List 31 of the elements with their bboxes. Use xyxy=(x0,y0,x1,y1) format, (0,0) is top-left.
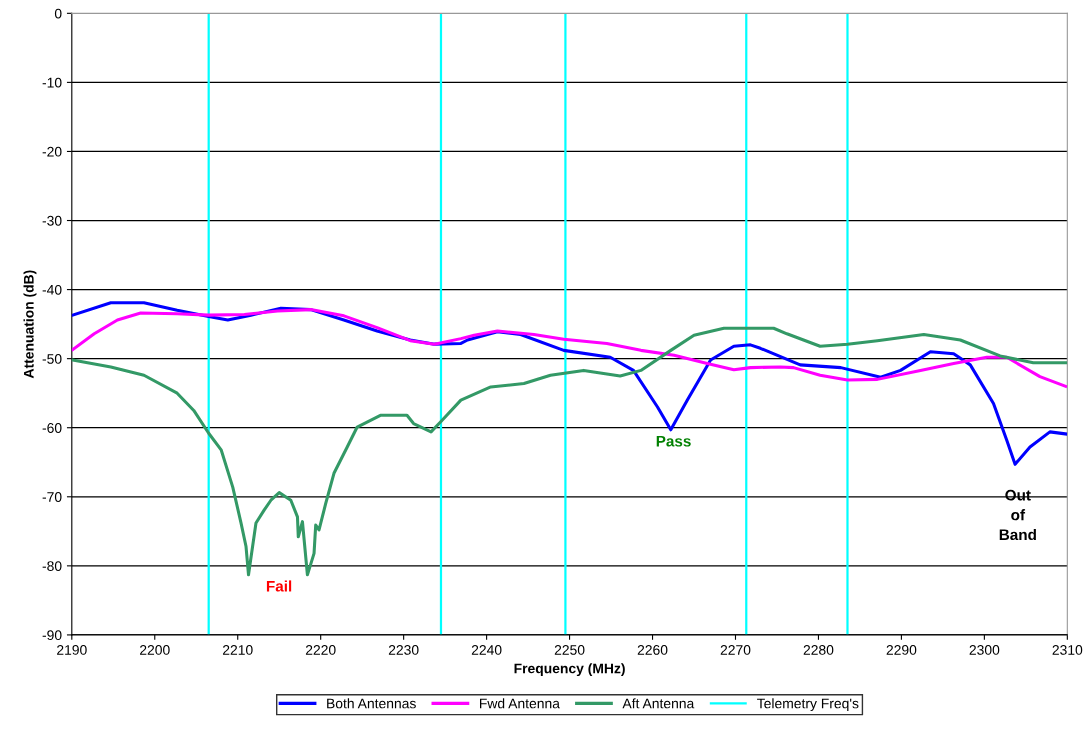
y-tick-label: -80 xyxy=(42,561,62,572)
y-tick-label: 0 xyxy=(54,8,62,19)
y-tick-label: -70 xyxy=(42,492,62,502)
y-tick-label: -90 xyxy=(42,630,62,641)
x-axis-title: Frequency (MHz) xyxy=(514,663,625,677)
x-tick-label: 2220 xyxy=(305,645,336,655)
x-tick-label: 2210 xyxy=(222,645,253,655)
x-tick-label: 2250 xyxy=(554,645,585,655)
x-tick-label: 2290 xyxy=(886,645,917,655)
x-tick-label: 2280 xyxy=(803,645,834,655)
annotation: Pass xyxy=(656,435,691,447)
x-tick-label: 2300 xyxy=(969,645,1000,655)
x-tick-label: 2200 xyxy=(140,645,170,655)
x-tick-label: 2260 xyxy=(637,645,668,655)
legend-label: Telemetry Freq's xyxy=(757,698,859,712)
x-tick-label: 2230 xyxy=(388,645,419,655)
y-tick-label: -60 xyxy=(42,423,62,433)
x-tick-label: 2270 xyxy=(720,645,751,655)
y-tick-label: -40 xyxy=(42,284,62,295)
y-axis-title: Attenuation (dB) xyxy=(23,270,37,379)
annotation: Fail xyxy=(266,580,292,592)
legend-label: Fwd Antenna xyxy=(480,698,560,709)
y-tick-label: -20 xyxy=(42,146,62,157)
y-tick-label: -50 xyxy=(42,353,62,364)
x-tick-label: 2310 xyxy=(1052,645,1083,655)
x-tick-label: 2240 xyxy=(471,645,502,655)
y-tick-label: -30 xyxy=(42,215,62,226)
x-tick-label: 2190 xyxy=(57,645,87,655)
y-tick-label: -10 xyxy=(42,77,62,88)
legend-label: Both Antennas xyxy=(327,698,416,709)
legend-label: Aft Antenna xyxy=(622,698,695,709)
